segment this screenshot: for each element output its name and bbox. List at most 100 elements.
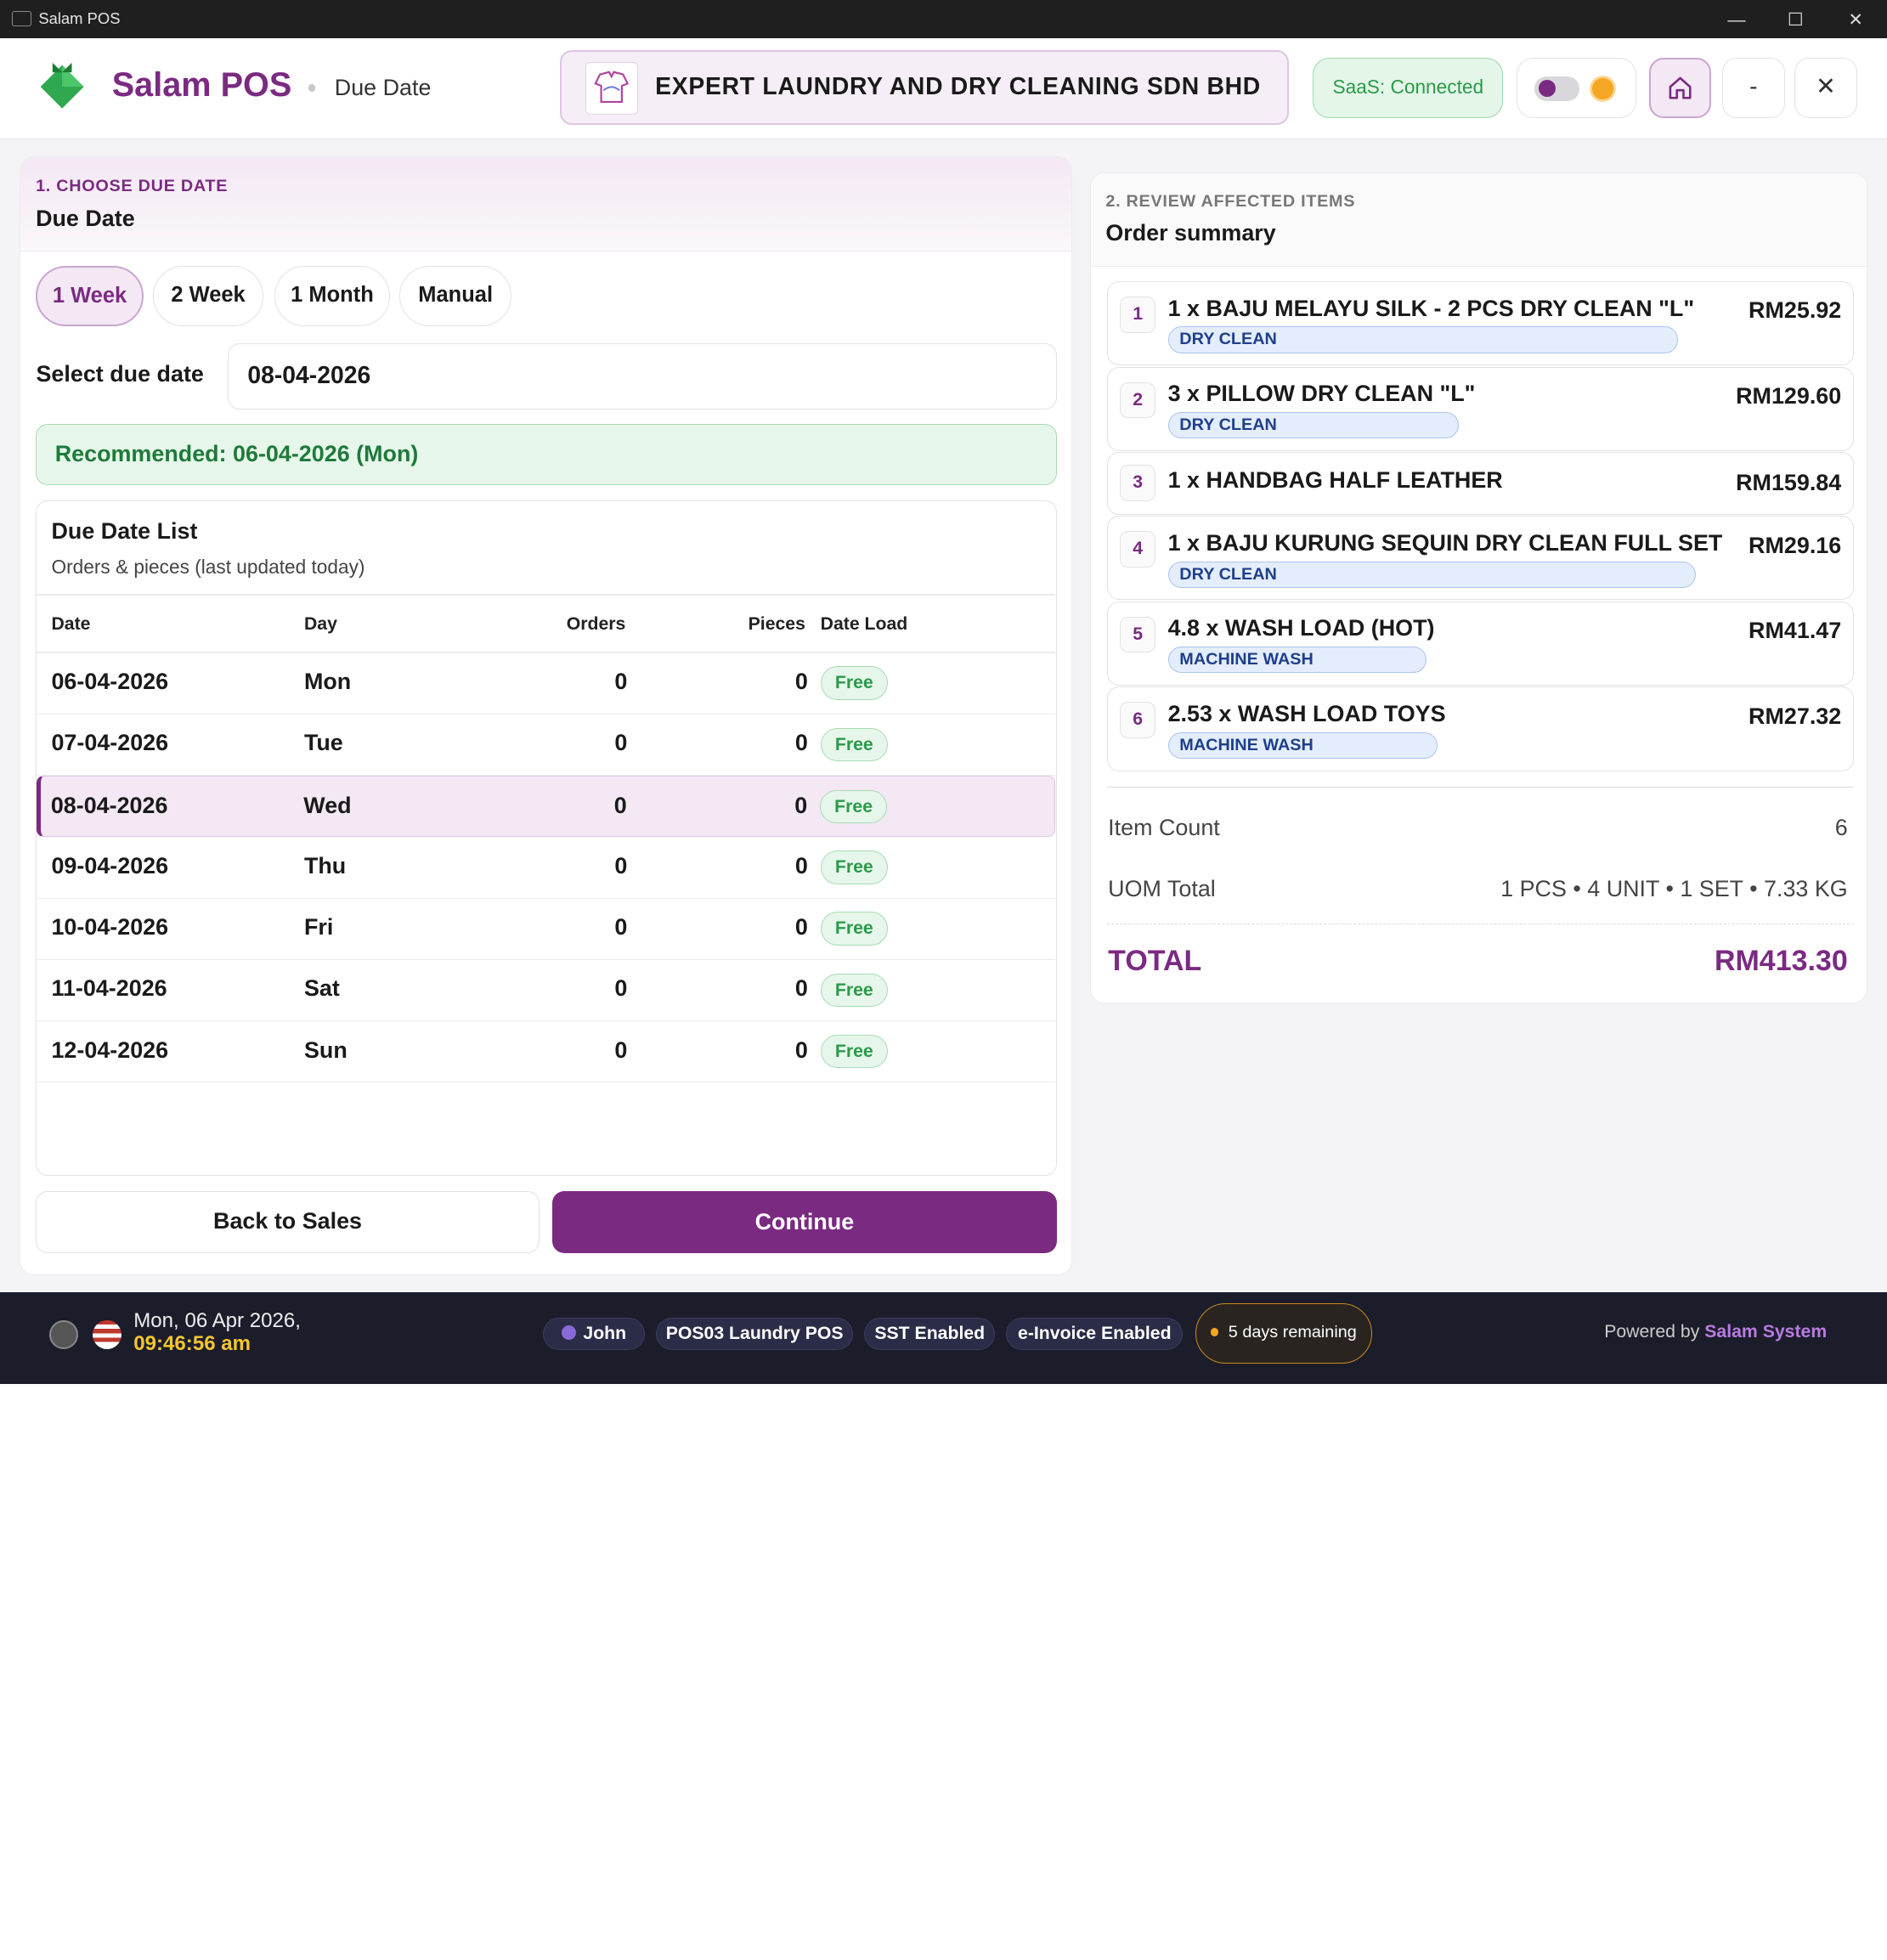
order-item[interactable]: 1 1 x BAJU MELAYU SILK - 2 PCS DRY CLEAN … <box>1106 281 1855 366</box>
row-orders: 0 <box>614 1036 628 1063</box>
window-title: Salam POS <box>38 9 121 28</box>
close-button[interactable]: ✕ <box>1794 57 1857 118</box>
item-number: 2 <box>1119 381 1156 419</box>
row-orders: 0 <box>614 914 628 940</box>
user-icon <box>561 1325 576 1341</box>
row-day: Wed <box>303 792 352 818</box>
item-number: 1 <box>1119 297 1156 333</box>
date-load-badge: Free <box>819 789 888 824</box>
row-pieces: 0 <box>794 669 808 695</box>
warning-dot-icon <box>1210 1327 1219 1336</box>
list-title: Due Date List <box>51 518 198 545</box>
service-tag: DRY CLEAN <box>1167 561 1697 588</box>
sst-chip: SST Enabled <box>864 1318 996 1351</box>
app-icon <box>12 10 31 27</box>
sun-icon <box>1591 77 1614 100</box>
due-date-input[interactable]: 08-04-2026 <box>227 342 1057 410</box>
total-label: TOTAL <box>1108 944 1202 977</box>
order-item[interactable]: 6 2.53 x WASH LOAD TOYS RM27.32 MACHINE WAS… <box>1106 686 1855 771</box>
item-price: RM27.32 <box>1749 703 1842 729</box>
row-day: Tue <box>303 730 343 756</box>
company-name: EXPERT LAUNDRY AND DRY CLEANING SDN BHD <box>655 72 1261 100</box>
user-chip: John <box>542 1318 646 1351</box>
table-row[interactable]: 10-04-2026 Fri 0 0 Free <box>37 899 1055 960</box>
einvoice-chip: e-Invoice Enabled <box>1006 1318 1184 1351</box>
row-orders: 0 <box>613 792 627 818</box>
date-load-badge: Free <box>820 666 888 700</box>
powered-by: Powered by Salam System <box>1604 1321 1827 1342</box>
table-row[interactable]: 08-04-2026 Wed 0 0 Free <box>37 776 1055 838</box>
footer-date: Mon, 06 Apr 2026, <box>133 1309 301 1333</box>
row-day: Sun <box>303 1036 347 1063</box>
chip-2-week[interactable]: 2 Week <box>152 266 264 326</box>
row-pieces: 0 <box>794 852 808 878</box>
item-price: RM29.16 <box>1749 532 1842 558</box>
row-date: 11-04-2026 <box>51 975 167 1002</box>
row-orders: 0 <box>614 730 628 756</box>
item-name: 1 x BAJU MELAYU SILK - 2 PCS DRY CLEAN "… <box>1167 295 1695 321</box>
item-name: 1 x BAJU KURUNG SEQUIN DRY CLEAN FULL SE… <box>1167 529 1723 556</box>
divider <box>37 594 1055 596</box>
row-orders: 0 <box>614 852 628 878</box>
page-name: Due Date <box>334 74 432 100</box>
window-close-button[interactable]: ✕ <box>1848 8 1864 30</box>
license-remaining-chip: 5 days remaining <box>1195 1303 1372 1364</box>
service-tag: DRY CLEAN <box>1167 326 1679 353</box>
order-item[interactable]: 3 1 x HANDBAG HALF LEATHER RM159.84 <box>1106 452 1855 515</box>
step-label: 1. CHOOSE DUE DATE <box>36 176 229 195</box>
row-pieces: 0 <box>794 730 808 756</box>
uom-total-value: 1 PCS • 4 UNIT • 1 SET • 7.33 KG <box>1500 875 1848 901</box>
minimize-button[interactable]: - <box>1722 57 1785 118</box>
clock-icon <box>49 1319 79 1349</box>
order-summary-panel: 2. REVIEW AFFECTED ITEMS Order summary 1… <box>1090 172 1868 1004</box>
due-date-panel-header: 1. CHOOSE DUE DATE Due Date <box>20 157 1072 251</box>
table-row[interactable]: 11-04-2026 Sat 0 0 Free <box>37 960 1055 1022</box>
date-load-badge: Free <box>820 850 888 884</box>
table-row[interactable]: 12-04-2026 Sun 0 0 Free <box>37 1021 1055 1083</box>
saas-status-badge: SaaS: Connected <box>1313 57 1504 118</box>
malaysia-flag-icon <box>93 1319 122 1349</box>
item-number: 4 <box>1119 531 1156 568</box>
select-due-date-label: Select due date <box>36 360 204 387</box>
theme-toggle[interactable] <box>1516 57 1637 118</box>
list-subtitle: Orders & pieces (last updated today) <box>51 555 365 578</box>
chip-manual[interactable]: Manual <box>399 266 511 326</box>
date-load-badge: Free <box>820 727 888 762</box>
continue-button[interactable]: Continue <box>552 1191 1057 1253</box>
date-load-badge: Free <box>820 973 888 1008</box>
col-date: Date <box>51 613 91 634</box>
row-pieces: 0 <box>794 1036 808 1063</box>
salam-logo-icon <box>41 62 85 109</box>
order-item[interactable]: 5 4.8 x WASH LOAD (HOT) RM41.47 MACHINE WAS… <box>1106 601 1855 686</box>
order-item[interactable]: 4 1 x BAJU KURUNG SEQUIN DRY CLEAN FULL S… <box>1106 516 1855 601</box>
item-count-value: 6 <box>1834 814 1848 840</box>
row-day: Mon <box>303 669 352 695</box>
date-load-badge: Free <box>820 1034 888 1069</box>
back-to-sales-button[interactable]: Back to Sales <box>36 1191 540 1253</box>
item-price: RM41.47 <box>1749 618 1842 644</box>
row-orders: 0 <box>614 669 628 695</box>
row-day: Thu <box>303 852 347 878</box>
row-day: Sat <box>303 975 340 1002</box>
table-row[interactable]: 06-04-2026 Mon 0 0 Free <box>37 653 1055 715</box>
window-maximize-button[interactable]: ☐ <box>1787 8 1804 30</box>
divider <box>1106 786 1855 788</box>
window-minimize-button[interactable]: — <box>1727 8 1746 30</box>
chip-1-month[interactable]: 1 Month <box>274 266 390 326</box>
order-item[interactable]: 2 3 x PILLOW DRY CLEAN "L" RM129.60 DRY CLE… <box>1106 366 1855 451</box>
separator-dot <box>308 84 316 92</box>
item-name: 2.53 x WASH LOAD TOYS <box>1167 700 1446 726</box>
col-pieces: Pieces <box>748 613 805 634</box>
company-banner: EXPERT LAUNDRY AND DRY CLEANING SDN BHD <box>559 50 1290 126</box>
row-day: Fri <box>303 914 334 940</box>
item-price: RM25.92 <box>1749 297 1842 324</box>
row-pieces: 0 <box>794 792 808 818</box>
table-row[interactable]: 07-04-2026 Tue 0 0 Free <box>37 715 1055 777</box>
powered-brand[interactable]: Salam System <box>1704 1321 1828 1342</box>
item-price: RM129.60 <box>1736 383 1842 409</box>
chip-1-week[interactable]: 1 Week <box>36 266 144 326</box>
table-row[interactable]: 09-04-2026 Thu 0 0 Free <box>37 837 1055 899</box>
recommended-banner[interactable]: Recommended: 06-04-2026 (Mon) <box>36 423 1057 485</box>
home-button[interactable] <box>1648 57 1712 118</box>
company-logo-icon <box>585 61 639 116</box>
